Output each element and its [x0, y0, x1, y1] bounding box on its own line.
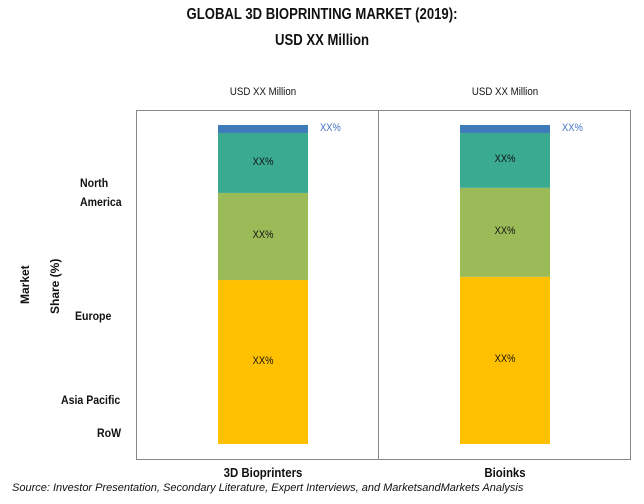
bar-segment-asia-pacific-0: [218, 132, 308, 193]
data-label-asia-pacific-1: XX%: [494, 153, 516, 166]
bar-segment-north-america-1: [460, 276, 550, 444]
legend-label-asia-pacific: Asia Pacific: [61, 393, 121, 407]
panel-divider: [378, 110, 379, 460]
data-label-row-0: XX%: [320, 121, 341, 134]
x-tick-label-bioinks: Bioinks: [484, 465, 526, 480]
bar-segment-europe-1: [460, 187, 550, 277]
source-note: Source: Investor Presentation, Secondary…: [12, 482, 524, 494]
bar-segment-row-0: [218, 125, 308, 133]
bar-segment-asia-pacific-1: [460, 132, 550, 188]
category-header-3d-bioprinters: USD XX Million: [229, 86, 297, 98]
data-label-europe-1: XX%: [494, 225, 516, 238]
data-label-north-america-1: XX%: [494, 353, 516, 366]
bar-segment-row-1: [460, 125, 550, 133]
chart-title: GLOBAL 3D BIOPRINTING MARKET (2019):: [186, 6, 458, 23]
legend-label-north-america-line1: North: [80, 176, 109, 190]
bar-segment-north-america-0: [218, 280, 308, 444]
legend-label-row: RoW: [97, 426, 122, 440]
x-tick-label-3d-bioprinters: 3D Bioprinters: [223, 465, 303, 480]
legend-label-north-america-line2: America: [80, 195, 122, 209]
bar-segment-europe-0: [218, 192, 308, 281]
data-label-row-1: XX%: [562, 121, 583, 134]
category-header-bioinks: USD XX Million: [471, 86, 539, 98]
plot-area: [136, 110, 631, 460]
data-label-asia-pacific-0: XX%: [252, 155, 274, 168]
data-label-north-america-0: XX%: [252, 355, 274, 368]
chart-subtitle: USD XX Million: [274, 32, 370, 49]
data-label-europe-0: XX%: [252, 229, 274, 242]
legend-label-europe: Europe: [75, 309, 112, 323]
